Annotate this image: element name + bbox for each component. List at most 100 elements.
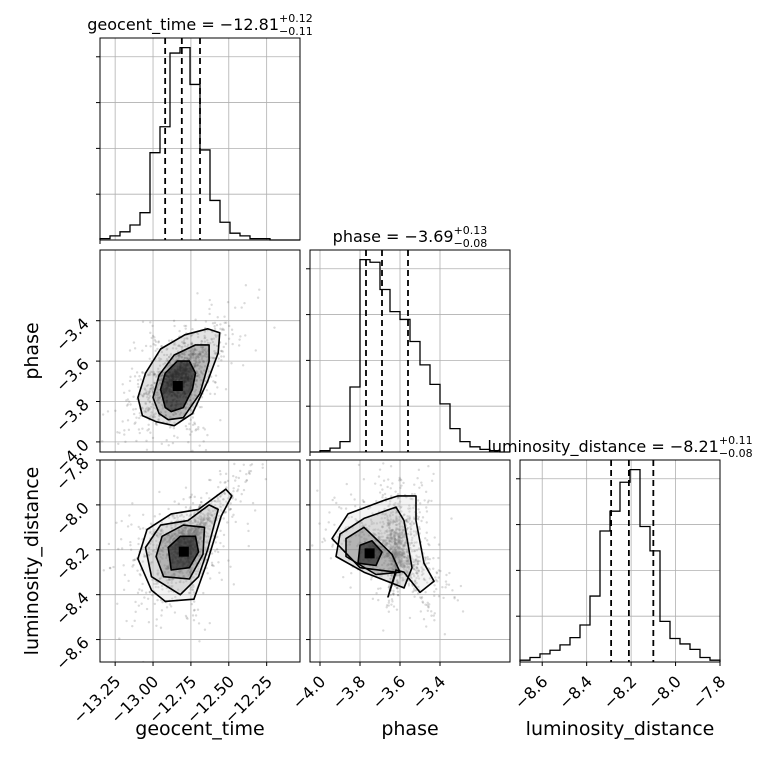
scatter-point bbox=[242, 488, 246, 492]
scatter-point bbox=[193, 421, 196, 424]
scatter-point bbox=[232, 513, 235, 517]
scatter-point bbox=[192, 591, 196, 594]
scatter-point bbox=[208, 307, 211, 311]
scatter-point bbox=[428, 557, 432, 561]
scatter-point bbox=[393, 542, 396, 545]
scatter-point bbox=[201, 373, 205, 376]
scatter-point bbox=[386, 554, 389, 558]
scatter-point bbox=[392, 545, 396, 548]
scatter-point bbox=[164, 414, 167, 417]
scatter-point bbox=[156, 391, 159, 394]
histogram-step-geocent_time bbox=[99, 46, 300, 241]
scatter-point bbox=[132, 395, 135, 398]
scatter-point bbox=[137, 537, 140, 540]
scatter-point bbox=[390, 603, 393, 606]
scatter-point bbox=[386, 552, 390, 555]
scatter-point bbox=[229, 507, 232, 511]
scatter-point bbox=[415, 571, 418, 575]
scatter-point bbox=[360, 525, 364, 528]
scatter-point bbox=[134, 421, 137, 424]
scatter-point bbox=[377, 598, 380, 602]
scatter-point bbox=[398, 525, 402, 528]
scatter-point bbox=[145, 390, 148, 393]
scatter-point bbox=[394, 530, 397, 533]
scatter-point bbox=[137, 542, 140, 546]
scatter-point bbox=[179, 532, 183, 535]
scatter-point bbox=[425, 539, 429, 542]
scatter-point bbox=[394, 554, 397, 557]
scatter-point bbox=[192, 531, 196, 534]
scatter-point bbox=[141, 407, 144, 410]
scatter-point bbox=[123, 429, 126, 432]
scatter-point bbox=[199, 345, 203, 349]
scatter-point bbox=[204, 546, 207, 550]
scatter-point bbox=[188, 496, 191, 499]
scatter-point bbox=[196, 608, 200, 611]
scatter-point bbox=[147, 392, 151, 395]
scatter-point bbox=[196, 521, 199, 524]
scatter-point bbox=[161, 546, 165, 550]
scatter-point bbox=[395, 546, 398, 550]
scatter-point bbox=[405, 550, 409, 554]
scatter-point bbox=[160, 521, 164, 524]
scatter-point bbox=[409, 497, 412, 500]
scatter-point bbox=[372, 532, 375, 535]
scatter-point bbox=[186, 337, 189, 340]
scatter-point bbox=[394, 542, 397, 546]
scatter-point bbox=[416, 517, 419, 520]
scatter-point bbox=[154, 343, 157, 347]
scatter-point bbox=[158, 398, 161, 401]
scatter-point bbox=[380, 563, 384, 567]
scatter-point bbox=[175, 347, 178, 350]
scatter-point bbox=[161, 553, 165, 557]
scatter-point bbox=[132, 559, 135, 562]
scatter-point bbox=[391, 528, 394, 532]
scatter-point bbox=[407, 560, 411, 563]
scatter-point bbox=[229, 507, 232, 511]
scatter-point bbox=[177, 410, 180, 413]
scatter-point bbox=[212, 337, 216, 340]
scatter-point bbox=[169, 352, 173, 356]
scatter-point bbox=[193, 390, 196, 393]
scatter-point bbox=[159, 380, 163, 383]
scatter-point bbox=[385, 536, 388, 540]
scatter-point bbox=[220, 349, 223, 353]
scatter-point bbox=[393, 548, 396, 552]
scatter-point bbox=[431, 457, 433, 459]
x-tick-label: −3.4 bbox=[408, 672, 449, 713]
scatter-point bbox=[370, 575, 374, 579]
scatter-point bbox=[165, 353, 169, 357]
scatter-point bbox=[173, 454, 175, 456]
scatter-point bbox=[397, 535, 401, 539]
scatter-point bbox=[211, 564, 214, 567]
scatter-point bbox=[200, 530, 203, 534]
scatter-point bbox=[389, 533, 392, 536]
scatter-point bbox=[198, 533, 201, 537]
histogram-step-luminosity_distance bbox=[519, 468, 721, 662]
scatter-point bbox=[205, 355, 208, 359]
scatter-point bbox=[197, 426, 200, 429]
scatter-point bbox=[189, 513, 192, 517]
scatter-point bbox=[389, 546, 393, 549]
scatter-point bbox=[415, 533, 418, 536]
scatter-point bbox=[138, 572, 142, 576]
scatter-point bbox=[167, 578, 170, 582]
scatter-point bbox=[396, 551, 399, 554]
scatter-point bbox=[196, 372, 199, 375]
scatter-point bbox=[373, 482, 377, 485]
scatter-point bbox=[167, 444, 170, 447]
scatter-point bbox=[156, 573, 160, 576]
scatter-point bbox=[167, 565, 170, 568]
scatter-point bbox=[190, 602, 193, 606]
scatter-point bbox=[217, 514, 221, 518]
scatter-point bbox=[394, 549, 398, 552]
scatter-point bbox=[190, 333, 194, 336]
scatter-point bbox=[206, 339, 209, 342]
scatter-point bbox=[128, 389, 131, 392]
scatter-point bbox=[141, 370, 144, 374]
scatter-point bbox=[190, 526, 194, 530]
scatter-point bbox=[424, 559, 427, 562]
scatter-point bbox=[213, 392, 217, 396]
scatter-point bbox=[197, 554, 201, 558]
scatter-point bbox=[413, 517, 416, 521]
